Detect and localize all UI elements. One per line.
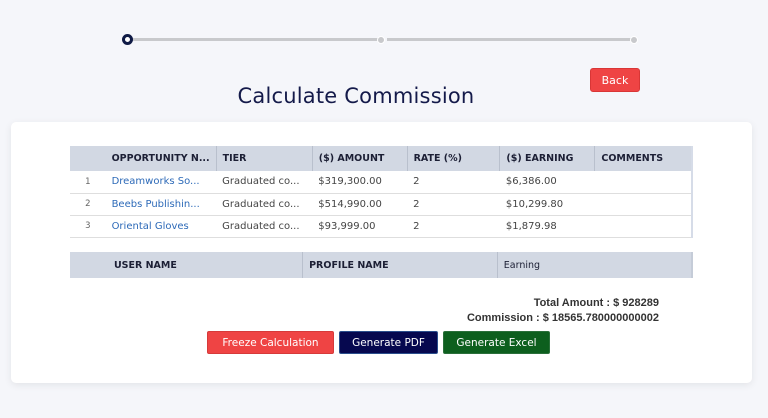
amount-cell: $514,990.00 (312, 193, 408, 216)
table-row: 1 Dreamworks So... Graduated co... $319,… (70, 171, 694, 194)
stepper-line (387, 38, 632, 41)
column-header-index (70, 252, 108, 278)
comments-cell[interactable] (594, 193, 694, 216)
action-buttons: Freeze Calculation Generate PDF Generate… (207, 331, 550, 354)
amount-cell: $93,999.00 (312, 215, 408, 238)
progress-stepper (122, 33, 640, 47)
column-header-earning[interactable]: ($) EARNING (499, 146, 596, 171)
step-3-dot[interactable] (630, 36, 638, 44)
opportunity-link[interactable]: Dreamworks So... (105, 171, 217, 194)
column-header-tier[interactable]: TIER (216, 146, 313, 171)
column-header-user-name[interactable]: USER NAME (107, 252, 304, 278)
column-header-amount[interactable]: ($) AMOUNT (312, 146, 408, 171)
earning-cell: $6,386.00 (499, 171, 595, 194)
step-2-dot[interactable] (377, 36, 385, 44)
back-button[interactable]: Back (590, 68, 640, 92)
table-header-row: OPPORTUNITY N... TIER ($) AMOUNT RATE (%… (70, 146, 694, 171)
column-header-rate[interactable]: RATE (%) (407, 146, 501, 171)
commission-total: Commission : $ 18565.780000000002 (466, 312, 659, 324)
column-header-profile-name[interactable]: PROFILE NAME (302, 252, 498, 278)
rate-cell: 2 (407, 215, 500, 238)
table-row: 3 Oriental Gloves Graduated co... $93,99… (70, 215, 694, 238)
tier-cell: Graduated co... (216, 215, 313, 238)
amount-cell: $319,300.00 (312, 171, 408, 194)
column-header-opportunity[interactable]: OPPORTUNITY N... (105, 146, 217, 171)
earning-cell: $10,299.80 (499, 193, 595, 216)
row-index: 3 (70, 215, 106, 238)
tier-cell: Graduated co... (216, 193, 313, 216)
row-index: 1 (70, 171, 106, 194)
opportunity-link[interactable]: Oriental Gloves (105, 215, 217, 238)
table-header-row: USER NAME PROFILE NAME Earning (70, 252, 693, 278)
users-earnings-table: USER NAME PROFILE NAME Earning (70, 252, 693, 278)
step-1-active-dot[interactable] (122, 34, 133, 45)
comments-cell[interactable] (594, 215, 694, 238)
page-title: Calculate Commission (237, 84, 475, 108)
commission-card: OPPORTUNITY N... TIER ($) AMOUNT RATE (%… (11, 122, 752, 383)
stepper-line (132, 38, 379, 41)
table-row: 2 Beebs Publishin... Graduated co... $51… (70, 193, 694, 216)
earning-cell: $1,879.98 (499, 215, 595, 238)
row-index: 2 (70, 193, 106, 216)
column-header-comments[interactable]: COMMENTS (594, 146, 694, 171)
tier-cell: Graduated co... (216, 171, 313, 194)
rate-cell: 2 (407, 171, 500, 194)
generate-excel-button[interactable]: Generate Excel (443, 331, 550, 354)
opportunity-link[interactable]: Beebs Publishin... (105, 193, 217, 216)
freeze-calculation-button[interactable]: Freeze Calculation (207, 331, 334, 354)
column-header-earning[interactable]: Earning (497, 252, 693, 278)
opportunities-table: OPPORTUNITY N... TIER ($) AMOUNT RATE (%… (70, 146, 694, 238)
totals-summary: Total Amount : $ 928289 Commission : $ 1… (467, 296, 659, 326)
generate-pdf-button[interactable]: Generate PDF (339, 331, 438, 354)
comments-cell[interactable] (594, 171, 694, 194)
total-amount: Total Amount : $ 928289 (533, 297, 659, 309)
column-header-index (70, 146, 106, 171)
rate-cell: 2 (407, 193, 500, 216)
